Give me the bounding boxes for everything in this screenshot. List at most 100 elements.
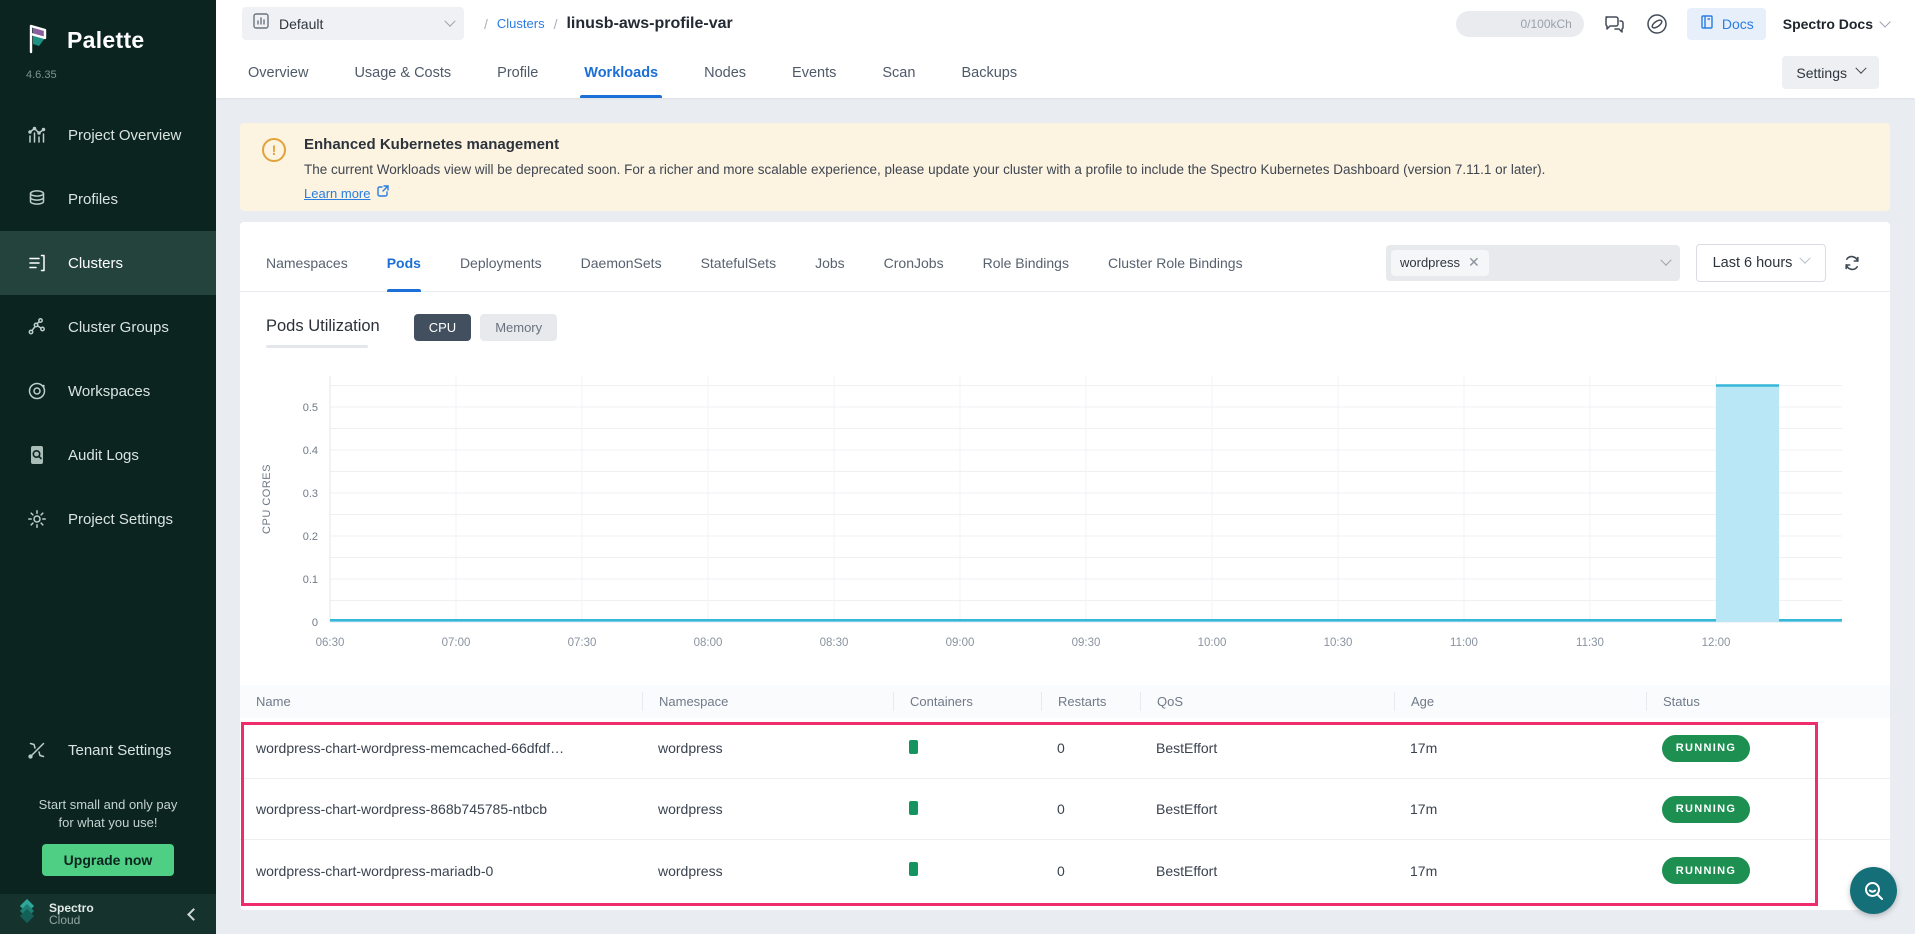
spectro-cloud-logo xyxy=(14,899,40,930)
tab-events[interactable]: Events xyxy=(792,47,836,98)
table-header-row: NameNamespaceContainersRestartsQoSAgeSta… xyxy=(240,685,1890,718)
table-row[interactable]: wordpress-chart-wordpress-868b745785-ntb… xyxy=(240,779,1890,840)
subtab-statefulsets[interactable]: StatefulSets xyxy=(701,234,777,291)
breadcrumb-clusters-link[interactable]: Clusters xyxy=(497,16,545,31)
subtab-cronjobs[interactable]: CronJobs xyxy=(884,234,944,291)
cpu-utilization-chart: 06:3007:0007:3008:0008:3009:0009:3010:00… xyxy=(240,362,1890,662)
svg-text:08:30: 08:30 xyxy=(820,637,849,649)
pod-name: wordpress-chart-wordpress-memcached-66df… xyxy=(240,740,642,756)
sidebar-item-cluster-groups[interactable]: Cluster Groups xyxy=(0,295,216,359)
project-overview-icon xyxy=(26,124,48,146)
project-chart-icon xyxy=(252,12,270,35)
warning-icon: ! xyxy=(262,138,286,162)
remove-filter-icon[interactable]: ✕ xyxy=(1468,254,1480,271)
table-row[interactable]: wordpress-chart-wordpress-memcached-66df… xyxy=(240,718,1890,779)
pod-age: 17m xyxy=(1394,863,1646,879)
chevron-down-icon xyxy=(1800,253,1811,264)
table-row[interactable]: wordpress-chart-wordpress-mariadb-0wordp… xyxy=(240,840,1890,901)
brand-name: Spectro Cloud xyxy=(49,902,94,926)
tab-nodes[interactable]: Nodes xyxy=(704,47,746,98)
workspaces-icon xyxy=(26,380,48,402)
help-fab[interactable] xyxy=(1850,867,1897,914)
palette-app: Palette 4.6.35 Project OverviewProfilesC… xyxy=(0,0,1915,934)
namespace-filter-select[interactable]: wordpress ✕ xyxy=(1386,245,1680,281)
refresh-icon[interactable] xyxy=(1842,253,1862,273)
pod-qos: BestEffort xyxy=(1140,740,1394,756)
docs-book-icon xyxy=(1699,14,1715,33)
chevron-down-icon xyxy=(1660,254,1671,265)
sidebar-item-audit-logs[interactable]: Audit Logs xyxy=(0,423,216,487)
tab-overview[interactable]: Overview xyxy=(248,47,308,98)
svg-text:0: 0 xyxy=(312,617,318,629)
toggle-memory[interactable]: Memory xyxy=(480,314,557,341)
svg-text:10:30: 10:30 xyxy=(1324,637,1353,649)
cluster-settings-button[interactable]: Settings xyxy=(1782,56,1879,89)
column-header-namespace: Namespace xyxy=(642,692,893,711)
svg-text:0.3: 0.3 xyxy=(303,488,318,500)
sidebar-item-profiles[interactable]: Profiles xyxy=(0,167,216,231)
whats-new-icon[interactable] xyxy=(1644,11,1670,37)
tab-backups[interactable]: Backups xyxy=(961,47,1017,98)
svg-text:CPU CORES: CPU CORES xyxy=(261,464,273,534)
svg-text:11:30: 11:30 xyxy=(1576,637,1604,649)
subtab-namespaces[interactable]: Namespaces xyxy=(266,234,348,291)
cluster-tabs: Overview Usage & Costs Profile Workloads Nod… xyxy=(216,47,1915,98)
svg-text:0.2: 0.2 xyxy=(303,531,318,543)
workload-subtabs-row: Namespaces Pods Deployments DaemonSets State… xyxy=(240,222,1890,292)
pod-qos: BestEffort xyxy=(1140,801,1394,817)
pod-containers xyxy=(893,740,1041,757)
workloads-card: Namespaces Pods Deployments DaemonSets State… xyxy=(240,222,1890,910)
cluster-groups-icon xyxy=(26,316,48,338)
time-range-select[interactable]: Last 6 hours xyxy=(1696,244,1826,282)
workload-controls: wordpress ✕ Last 6 hours xyxy=(1386,244,1862,282)
palette-logo[interactable]: Palette xyxy=(0,0,216,61)
tab-scan[interactable]: Scan xyxy=(882,47,915,98)
app-title: Palette xyxy=(67,27,145,54)
svg-text:0.5: 0.5 xyxy=(303,402,318,414)
svg-text:06:30: 06:30 xyxy=(316,637,345,649)
tab-workloads[interactable]: Workloads xyxy=(584,47,658,98)
clusters-icon xyxy=(26,252,48,274)
subtab-daemonsets[interactable]: DaemonSets xyxy=(581,234,662,291)
main-content: ! Enhanced Kubernetes management The cur… xyxy=(216,98,1915,934)
svg-text:09:00: 09:00 xyxy=(946,637,975,649)
column-header-containers: Containers xyxy=(893,692,1041,711)
chat-icon[interactable] xyxy=(1601,11,1627,37)
pod-restarts: 0 xyxy=(1041,801,1140,817)
collapse-sidebar-icon[interactable] xyxy=(187,908,200,921)
svg-text:07:00: 07:00 xyxy=(442,637,471,649)
tab-usage-costs[interactable]: Usage & Costs xyxy=(354,47,451,98)
pods-table: NameNamespaceContainersRestartsQoSAgeSta… xyxy=(240,685,1890,901)
spectro-docs-menu[interactable]: Spectro Docs xyxy=(1783,16,1889,32)
status-badge: RUNNING xyxy=(1662,735,1750,762)
upgrade-now-button[interactable]: Upgrade now xyxy=(42,844,175,876)
pod-namespace: wordpress xyxy=(642,863,893,879)
column-header-qos: QoS xyxy=(1140,692,1394,711)
sidebar-item-workspaces[interactable]: Workspaces xyxy=(0,359,216,423)
subtab-role-bindings[interactable]: Role Bindings xyxy=(983,234,1069,291)
pod-qos: BestEffort xyxy=(1140,863,1394,879)
svg-text:07:30: 07:30 xyxy=(568,637,597,649)
sidebar-item-project-overview[interactable]: Project Overview xyxy=(0,103,216,167)
chevron-down-icon xyxy=(1855,63,1866,74)
container-status-icon xyxy=(909,740,918,754)
tab-profile[interactable]: Profile xyxy=(497,47,538,98)
chevron-down-icon xyxy=(1879,16,1890,27)
sidebar-item-project-settings[interactable]: Project Settings xyxy=(0,487,216,551)
filter-chip: wordpress ✕ xyxy=(1391,250,1489,276)
subtab-jobs[interactable]: Jobs xyxy=(815,234,845,291)
toggle-cpu[interactable]: CPU xyxy=(414,314,471,341)
subtab-pods[interactable]: Pods xyxy=(387,234,421,291)
docs-button[interactable]: Docs xyxy=(1687,8,1766,40)
palette-logo-icon xyxy=(22,20,56,61)
subtab-cluster-role-bindings[interactable]: Cluster Role Bindings xyxy=(1108,234,1243,291)
subtab-deployments[interactable]: Deployments xyxy=(460,234,542,291)
banner-body: The current Workloads view will be depre… xyxy=(304,162,1870,177)
learn-more-link[interactable]: Learn more xyxy=(304,186,370,201)
pod-restarts: 0 xyxy=(1041,863,1140,879)
pod-containers xyxy=(893,862,1041,879)
project-selector[interactable]: Default xyxy=(242,7,464,40)
sidebar-bottom: Tenant Settings Start small and only pay… xyxy=(0,718,216,934)
sidebar-item-clusters[interactable]: Clusters xyxy=(0,231,216,295)
sidebar-item-tenant-settings[interactable]: Tenant Settings xyxy=(0,718,216,782)
